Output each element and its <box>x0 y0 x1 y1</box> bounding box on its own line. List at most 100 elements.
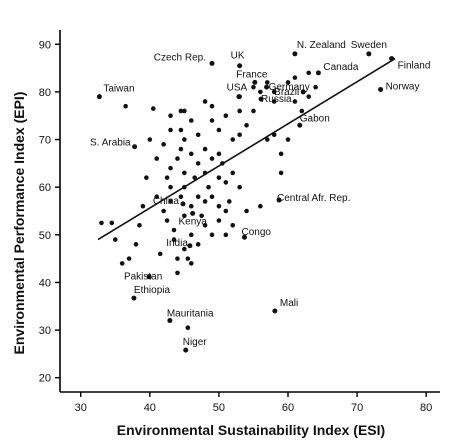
y-tick-label: 70 <box>39 135 51 147</box>
data-point <box>202 199 208 204</box>
data-point <box>271 99 277 104</box>
data-point <box>230 222 236 228</box>
labeled-data-point <box>241 234 247 240</box>
point-label: S. Arabia <box>90 138 131 149</box>
x-tick-label: 60 <box>282 402 294 414</box>
point-label: Taiwan <box>103 84 134 95</box>
labeled-data-point <box>131 295 137 301</box>
data-point <box>223 208 229 214</box>
labeled-data-point <box>366 51 372 57</box>
data-point <box>168 199 173 204</box>
data-point <box>285 80 291 85</box>
point-label: UK <box>231 51 245 62</box>
point-label: Czech Rep. <box>154 52 206 63</box>
y-tick-label: 30 <box>39 325 51 337</box>
data-point <box>164 175 170 180</box>
point-label: Mauritania <box>167 309 214 320</box>
data-point <box>182 184 187 190</box>
data-point <box>306 70 312 76</box>
labeled-data-point <box>237 63 243 69</box>
point-label: Ethiopia <box>134 285 171 296</box>
point-label: N. Zealand <box>297 40 346 51</box>
data-point <box>168 113 173 119</box>
data-point <box>178 108 184 114</box>
data-point <box>199 213 204 219</box>
x-tick-label: 50 <box>213 402 225 414</box>
data-point <box>109 220 115 226</box>
labeled-data-point <box>378 87 384 93</box>
data-point <box>216 203 222 209</box>
data-point <box>313 84 318 90</box>
data-point <box>140 203 146 209</box>
data-point <box>168 127 173 133</box>
point-label: India <box>166 238 188 249</box>
x-axis-title: Environmental Sustainability Index (ESI) <box>117 422 385 438</box>
data-point <box>188 151 194 157</box>
y-axis-title: Environmental Performance Index (EPI) <box>11 92 27 355</box>
data-point <box>99 220 104 226</box>
point-label: Sweden <box>351 40 387 51</box>
data-point <box>123 103 128 109</box>
data-point <box>154 194 160 200</box>
data-point <box>264 80 270 85</box>
data-point <box>188 232 194 238</box>
labeled-data-point <box>264 84 270 90</box>
data-point <box>223 232 229 238</box>
data-point <box>220 161 225 166</box>
data-point <box>216 127 222 133</box>
data-point <box>271 89 277 95</box>
labeled-data-point <box>292 51 298 57</box>
point-label: Central Afr. Rep. <box>277 193 350 204</box>
point-label: Norway <box>386 82 420 93</box>
data-point <box>244 208 249 214</box>
data-point <box>223 113 229 119</box>
data-point <box>171 227 177 233</box>
y-tick-label: 20 <box>39 373 51 385</box>
labeled-data-point <box>252 79 258 85</box>
data-point <box>202 99 208 104</box>
data-point <box>202 170 208 176</box>
point-label: Canada <box>323 62 358 73</box>
labeled-data-point <box>300 89 306 95</box>
labeled-data-point <box>190 210 196 216</box>
data-point <box>251 108 256 114</box>
data-point <box>168 165 173 171</box>
data-point <box>137 222 142 228</box>
data-point <box>168 184 173 190</box>
data-point <box>195 194 201 200</box>
data-point <box>171 237 177 242</box>
x-tick-label: 30 <box>75 402 87 414</box>
data-point <box>206 184 211 190</box>
data-point <box>299 108 305 114</box>
labeled-data-point <box>167 318 173 324</box>
labeled-data-point <box>187 243 193 249</box>
data-point <box>237 132 242 138</box>
data-point <box>202 222 208 228</box>
data-point <box>164 218 170 223</box>
labeled-data-point <box>276 197 282 203</box>
data-point <box>126 256 132 261</box>
data-point <box>285 137 291 142</box>
data-point <box>237 108 242 114</box>
data-point <box>119 261 125 266</box>
data-point <box>161 142 166 147</box>
point-label: China <box>153 196 180 207</box>
labeled-data-point <box>389 56 395 62</box>
data-point <box>182 246 187 252</box>
plot-area: 30 40 50 60 70 80 20 30 40 50 60 70 80 90 Czech Rep. UK… <box>39 30 440 414</box>
data-point <box>264 137 270 142</box>
data-point <box>278 151 284 157</box>
data-point <box>182 137 187 142</box>
data-point <box>195 242 201 247</box>
data-point <box>271 132 277 138</box>
point-label: Finland <box>398 61 431 72</box>
data-point <box>147 137 153 142</box>
data-point <box>175 270 180 276</box>
point-label: USA <box>227 83 248 94</box>
labeled-data-point <box>297 122 303 128</box>
data-point <box>230 170 236 176</box>
data-point <box>178 127 184 133</box>
labeled-data-point <box>209 60 215 66</box>
